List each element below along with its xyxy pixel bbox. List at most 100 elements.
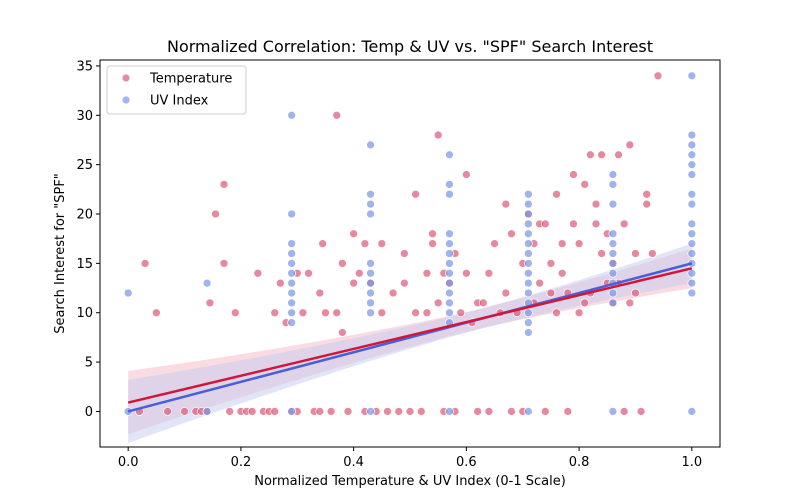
legend-box	[106, 65, 247, 115]
temperature-point	[574, 239, 584, 248]
uv-index-point	[287, 308, 296, 318]
uv-index-point	[608, 229, 618, 239]
temperature-point	[394, 407, 404, 416]
plot-area-frame	[99, 59, 721, 448]
uv-index-point	[608, 199, 618, 209]
uv-index-point	[687, 229, 697, 239]
temperature-point	[546, 259, 556, 268]
temperature-point	[597, 150, 606, 160]
x-tick-label: 1.0	[681, 455, 702, 470]
temperature-point	[546, 288, 556, 298]
uv-index-point	[608, 407, 618, 416]
y-axis-label: Search Interest for "SPF"	[53, 173, 68, 334]
uv-index-point	[202, 278, 212, 288]
temperature-point	[428, 229, 437, 239]
uv-index-point	[287, 288, 296, 298]
uv-index-point	[366, 140, 375, 150]
temperature-point	[619, 219, 629, 229]
uv-index-point	[608, 298, 618, 308]
uv-index-point	[608, 268, 618, 278]
temperature-point	[507, 407, 516, 416]
temperature-point	[338, 328, 347, 337]
x-axis-label: Normalized Temperature & UV Index (0-1 S…	[254, 474, 566, 489]
temperature-point	[205, 298, 215, 308]
temperature-point	[433, 130, 443, 140]
temperature-point	[484, 407, 494, 416]
trend-line-temperature	[127, 267, 693, 404]
uv-index-point	[445, 229, 454, 239]
temperature-point	[276, 278, 285, 288]
uv-index-point	[524, 189, 533, 199]
temperature-point	[400, 249, 409, 258]
uv-index-point	[687, 71, 697, 81]
uv-index-point	[687, 219, 697, 229]
temperature-point	[343, 407, 353, 416]
temperature-point	[569, 170, 578, 179]
x-tick-label: 0.6	[456, 455, 477, 470]
temperature-point	[563, 407, 573, 416]
uv-index-point	[445, 278, 454, 288]
uv-index-point	[366, 407, 375, 416]
temperature-point	[383, 407, 392, 416]
temperature-point	[304, 268, 313, 278]
legend: Temperature UV Index	[106, 65, 247, 115]
temperature-point	[540, 219, 550, 229]
temperature-point	[180, 407, 189, 416]
y-tick-label: 25	[76, 158, 93, 173]
temperature-point	[462, 268, 471, 278]
uv-index-point	[687, 199, 697, 209]
temperature-point	[580, 298, 590, 308]
uv-index-point	[445, 308, 454, 318]
y-tick-label: 35	[76, 59, 93, 74]
uv-index-point	[524, 199, 533, 209]
uv-index-point	[687, 288, 697, 298]
uv-index-point	[445, 249, 454, 258]
temperature-point	[411, 308, 420, 318]
uv-index-point	[687, 407, 697, 416]
uv-index-point	[687, 130, 697, 140]
uv-index-point	[287, 249, 296, 258]
uv-index-point	[366, 199, 375, 209]
y-tick-label: 10	[76, 306, 93, 321]
temperature-point	[642, 199, 652, 209]
temperature-point	[219, 259, 229, 268]
temperature-point	[400, 278, 409, 288]
y-tick-label: 0	[85, 405, 93, 420]
uv-index-point	[287, 318, 296, 327]
uv-index-point	[687, 140, 697, 150]
uv-index-point	[287, 407, 296, 416]
temperature-point	[478, 298, 488, 308]
y-tick-label: 15	[76, 257, 93, 272]
uv-index-point	[287, 239, 296, 248]
temperature-point	[580, 180, 590, 189]
uv-index-point	[524, 268, 533, 278]
temperature-point	[253, 268, 263, 278]
temperature-point	[636, 407, 646, 416]
temperature-point	[163, 407, 172, 416]
uv-index-point	[687, 278, 697, 288]
temperature-point	[354, 268, 364, 278]
temperature-point	[360, 239, 370, 248]
temperature-point	[456, 308, 466, 318]
uv-index-point	[524, 219, 533, 229]
temperature-point	[631, 249, 640, 258]
uv-index-point	[366, 209, 375, 219]
uv-index-point	[524, 229, 533, 239]
temperature-point	[230, 308, 240, 318]
uv-index-point	[524, 259, 533, 268]
temperature-point	[140, 259, 150, 268]
uv-index-point	[287, 209, 296, 219]
temperature-point	[569, 219, 578, 229]
uv-index-point	[202, 407, 212, 416]
temperature-point	[416, 407, 426, 416]
uv-index-point	[287, 110, 296, 120]
legend-marker-uv-index	[121, 95, 131, 105]
temperature-point	[321, 308, 330, 318]
temperature-point	[552, 308, 561, 318]
uv-index-point	[524, 278, 533, 288]
temperature-point	[332, 308, 342, 318]
uv-index-point	[524, 308, 533, 318]
temperature-point	[405, 407, 415, 416]
temperature-point	[247, 407, 257, 416]
temperature-point	[648, 249, 657, 258]
